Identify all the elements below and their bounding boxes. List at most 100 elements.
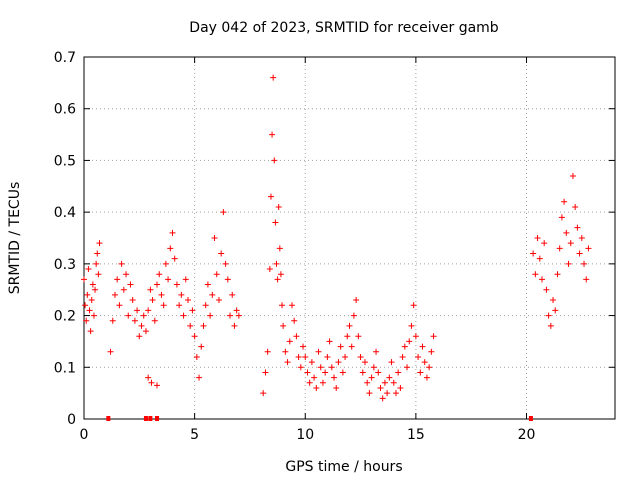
- data-point: [317, 364, 324, 371]
- data-point: [346, 322, 353, 329]
- data-point: [353, 297, 360, 304]
- data-point: [379, 395, 386, 402]
- chart-title: Day 042 of 2023, SRMTID for receiver gam…: [189, 20, 499, 36]
- data-point: [277, 271, 284, 278]
- data-point: [581, 260, 588, 267]
- data-point: [585, 245, 592, 252]
- data-point: [417, 369, 424, 376]
- x-axis-ticks: 0 5 10 15 20: [80, 57, 536, 443]
- data-point: [552, 307, 559, 314]
- y-tick-label: 0.3: [54, 257, 76, 273]
- data-point: [384, 390, 391, 397]
- data-point: [182, 276, 189, 283]
- data-point: [322, 369, 329, 376]
- data-point: [578, 235, 585, 241]
- data-point: [218, 250, 225, 257]
- data-point: [291, 317, 298, 324]
- data-point: [408, 322, 415, 329]
- x-tick-label: 0: [80, 427, 89, 443]
- data-point: [366, 390, 373, 397]
- data-point: [273, 260, 280, 267]
- data-point: [88, 297, 95, 304]
- data-point: [142, 328, 149, 335]
- data-point: [116, 302, 123, 309]
- data-point: [357, 353, 364, 360]
- data-point: [162, 260, 169, 267]
- data-point: [202, 302, 209, 309]
- data-point: [561, 198, 568, 205]
- data-point: [123, 271, 130, 278]
- data-point: [550, 297, 557, 304]
- data-point: [554, 271, 561, 278]
- data-point: [572, 203, 579, 210]
- y-tick-label: 0.4: [54, 205, 76, 221]
- data-point: [538, 276, 545, 283]
- data-point: [375, 369, 382, 376]
- data-point: [415, 353, 422, 360]
- data-point: [388, 359, 395, 366]
- data-point: [386, 374, 393, 381]
- data-point: [390, 379, 397, 386]
- x-tick-label: 5: [190, 427, 199, 443]
- data-point: [193, 353, 200, 360]
- data-point: [279, 302, 286, 309]
- data-point: [204, 281, 211, 288]
- data-point: [120, 286, 127, 293]
- data-point: [129, 297, 136, 304]
- data-point: [361, 359, 368, 366]
- data-point: [220, 209, 227, 216]
- data-point: [191, 333, 198, 340]
- data-point: [541, 240, 548, 247]
- data-point: [534, 235, 541, 241]
- data-point: [136, 333, 143, 340]
- data-point: [419, 343, 426, 350]
- data-point: [158, 291, 165, 298]
- data-point: [532, 271, 539, 278]
- data-point: [231, 322, 238, 329]
- data-point: [90, 312, 97, 319]
- y-tick-label: 0.7: [54, 50, 76, 66]
- x-tick-label: 20: [518, 427, 536, 443]
- data-point: [410, 302, 417, 309]
- data-point: [109, 317, 116, 324]
- data-point: [574, 224, 581, 231]
- data-point: [364, 379, 371, 386]
- data-point: [297, 364, 304, 371]
- data-point: [344, 333, 351, 340]
- data-point: [348, 343, 355, 350]
- data-point: [302, 353, 309, 360]
- data-point: [131, 317, 138, 324]
- data-point: [151, 317, 158, 324]
- data-point: [295, 353, 302, 360]
- x-axis-label: GPS time / hours: [285, 459, 402, 475]
- data-point: [187, 322, 194, 329]
- data-point-zero: [148, 416, 153, 421]
- data-point: [262, 369, 269, 376]
- data-point: [576, 250, 583, 257]
- data-point: [350, 312, 357, 319]
- data-point: [215, 297, 222, 304]
- data-point: [233, 307, 240, 314]
- data-point: [147, 286, 154, 293]
- data-point: [547, 322, 554, 329]
- data-point: [319, 379, 326, 386]
- data-point: [565, 260, 572, 267]
- data-point: [229, 291, 236, 298]
- data-point: [556, 245, 563, 252]
- data-point: [82, 302, 89, 309]
- data-point: [368, 374, 375, 381]
- data-point: [127, 281, 134, 288]
- data-point: [286, 338, 293, 345]
- data-point: [209, 291, 216, 298]
- data-point: [154, 281, 161, 288]
- data-point: [395, 369, 402, 376]
- data-point: [272, 219, 279, 226]
- data-point: [154, 382, 161, 389]
- data-point: [176, 302, 183, 309]
- data-point: [111, 291, 118, 298]
- data-point: [269, 131, 276, 138]
- data-point: [421, 359, 428, 366]
- data-point: [337, 343, 344, 350]
- data-point: [138, 322, 145, 329]
- data-point: [276, 245, 283, 252]
